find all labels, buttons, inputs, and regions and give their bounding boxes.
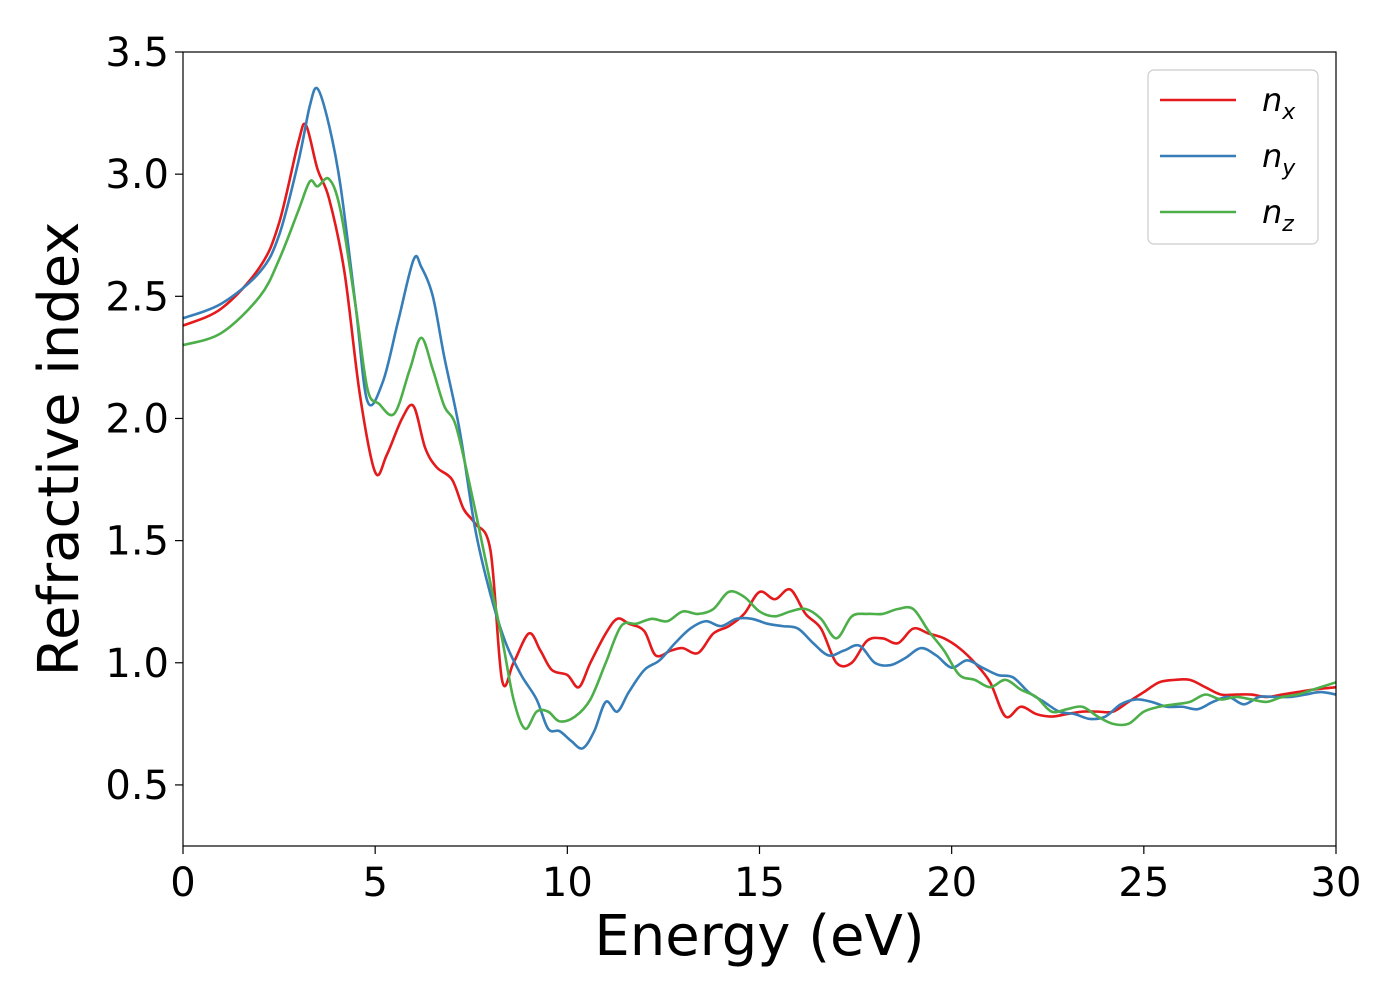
x-tick-label: 0 <box>170 860 195 906</box>
x-axis: 0 5 10 15 20 25 30 <box>170 846 1361 906</box>
legend-label-nz: nz <box>1262 193 1294 237</box>
x-axis-title: Energy (eV) <box>594 904 924 969</box>
x-tick-label: 5 <box>362 860 387 906</box>
y-tick-label: 3.5 <box>105 30 169 76</box>
y-tick-label: 3.0 <box>105 152 169 198</box>
legend-label-nx: nx <box>1262 81 1296 125</box>
x-tick-label: 10 <box>542 860 593 906</box>
y-tick-label: 0.5 <box>105 763 169 809</box>
x-tick-label: 30 <box>1311 860 1362 906</box>
x-tick-label: 20 <box>926 860 977 906</box>
legend-label-ny: ny <box>1262 137 1296 181</box>
y-axis: 0.5 1.0 1.5 2.0 2.5 3.0 3.5 <box>105 30 183 809</box>
x-tick-label: 15 <box>734 860 785 906</box>
x-tick-label: 25 <box>1118 860 1169 906</box>
y-tick-label: 2.5 <box>105 274 169 320</box>
legend: nx ny nz <box>1147 69 1319 245</box>
series-line-ny <box>183 86 1336 750</box>
series-line-nz <box>183 176 1336 731</box>
y-axis-title: Refractive index <box>27 222 92 677</box>
series-layer <box>183 86 1336 750</box>
y-tick-label: 2.0 <box>105 396 169 442</box>
y-tick-label: 1.0 <box>105 641 169 687</box>
y-tick-label: 1.5 <box>105 519 169 565</box>
